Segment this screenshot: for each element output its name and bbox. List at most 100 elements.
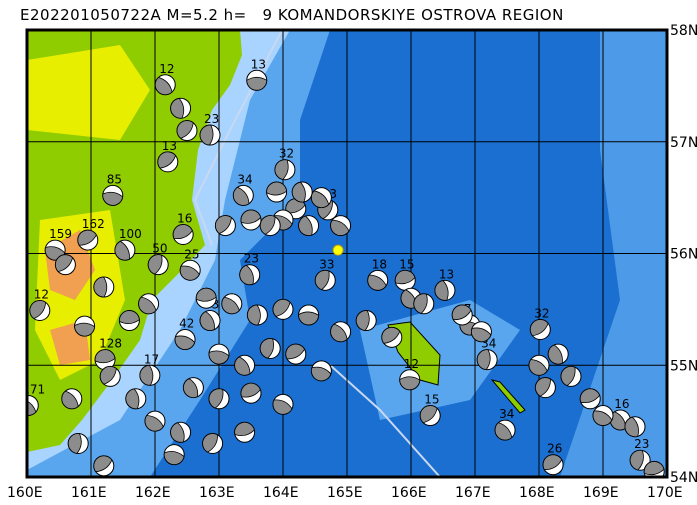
depth-label: 42 — [179, 317, 194, 331]
map-title: E202201050722A M=5.2 h= 9 KOMANDORSKIYE … — [20, 6, 564, 24]
beachball-compression — [183, 378, 199, 398]
beachball — [170, 97, 192, 119]
beachball — [234, 421, 256, 443]
beachball — [259, 337, 281, 359]
lon-tick-label: 167E — [455, 485, 491, 501]
beachball-compression — [202, 433, 219, 453]
beachball-compression — [259, 338, 274, 359]
beachball-compression — [29, 300, 47, 320]
depth-label: 17 — [144, 352, 159, 366]
beachball — [208, 388, 230, 410]
beachball-compression — [176, 120, 194, 139]
beachball — [413, 293, 435, 315]
beachball-compression — [624, 416, 639, 438]
beachball: 100 — [114, 227, 142, 261]
beachball-compression — [529, 319, 549, 337]
beachball-compression — [114, 240, 130, 261]
depth-label: 171 — [22, 382, 45, 396]
beachball — [291, 181, 313, 203]
lon-tick-label: 161E — [71, 485, 107, 501]
depth-label: 15 — [399, 257, 414, 271]
beachball-compression — [579, 388, 601, 403]
beachball — [470, 321, 492, 343]
depth-label: 159 — [49, 227, 72, 241]
beachball-compression — [93, 276, 108, 298]
beachball: 15 — [394, 257, 416, 291]
beachball-compression — [174, 335, 196, 350]
beachball-compression — [240, 382, 261, 398]
depth-label: 23 — [634, 437, 649, 451]
beachball: 34 — [232, 172, 254, 206]
depth-label: 13 — [439, 267, 454, 281]
main-event-marker — [332, 244, 344, 256]
beachball — [560, 365, 582, 387]
beachball: 85 — [102, 172, 124, 206]
beachball-compression — [643, 461, 665, 476]
lon-tick-label: 165E — [327, 485, 363, 501]
beachball: 17 — [139, 352, 161, 386]
depth-label: 33 — [319, 257, 334, 271]
beachball-compression — [535, 377, 551, 397]
depth-label: 23 — [244, 252, 259, 266]
beachball-compression — [208, 388, 224, 409]
beachball-compression — [314, 269, 330, 291]
beachball-compression — [61, 390, 79, 410]
beachball-compression — [170, 97, 185, 119]
beachball — [246, 304, 268, 326]
beachball — [182, 377, 204, 399]
beachball-compression — [77, 229, 97, 246]
lat-tick-label: 57N — [670, 135, 697, 151]
beachball — [208, 343, 230, 365]
lon-tick-label: 169E — [583, 485, 619, 501]
lon-tick-label: 170E — [647, 485, 683, 501]
beachball-compression — [234, 421, 255, 437]
beachball — [54, 254, 76, 276]
beachball — [163, 444, 185, 466]
beachball-compression — [232, 186, 250, 206]
beachball-compression — [399, 376, 421, 391]
beachball-compression — [367, 274, 387, 291]
beachball — [310, 360, 332, 382]
beachball: 18 — [367, 257, 389, 291]
beachball-compression — [199, 311, 215, 331]
beachball-compression — [542, 454, 563, 471]
beachball — [528, 354, 550, 376]
beachball-compression — [240, 209, 262, 224]
beachball-compression — [247, 304, 261, 326]
highland-north — [27, 45, 150, 140]
beachball: 32 — [529, 306, 551, 340]
depth-label: 162 — [82, 217, 105, 231]
beachball-compression — [74, 322, 95, 337]
beachball — [93, 455, 115, 477]
depth-label: 50 — [152, 242, 167, 256]
depth-label: 12 — [159, 62, 174, 76]
depth-label: 32 — [534, 306, 549, 320]
beachball — [240, 209, 262, 231]
beachball — [643, 460, 665, 477]
depth-label: 128 — [99, 337, 122, 351]
beachball-compression — [199, 124, 214, 146]
beachball-compression — [298, 215, 313, 236]
beachball-compression — [355, 310, 370, 331]
beachball-compression — [234, 356, 251, 376]
lat-tick-label: 54N — [670, 470, 697, 486]
beachball-compression — [629, 449, 644, 471]
depth-label: 34 — [237, 172, 252, 186]
beachball — [259, 215, 281, 237]
beachball: 162 — [77, 217, 105, 251]
beachball — [579, 388, 601, 410]
medny-island — [490, 379, 526, 414]
beachball-compression — [154, 76, 173, 96]
beachball — [310, 187, 332, 209]
lat-tick-label: 56N — [670, 247, 697, 263]
beachball-compression — [259, 215, 276, 235]
beachball-compression — [67, 433, 82, 454]
beachball-compression — [311, 366, 332, 382]
beachball-compression — [451, 304, 472, 321]
beachball-compression — [394, 269, 416, 285]
beachball — [125, 388, 147, 410]
beachball — [298, 304, 320, 326]
beachball-compression — [93, 455, 113, 473]
beachball-compression — [274, 159, 289, 180]
beachball-compression — [592, 410, 613, 426]
